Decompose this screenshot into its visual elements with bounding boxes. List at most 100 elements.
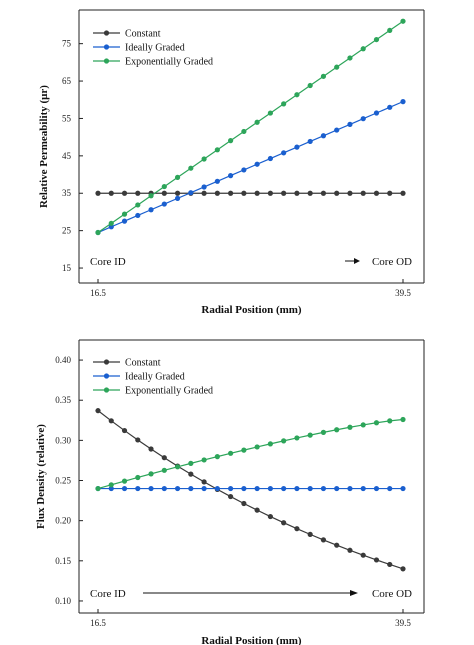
data-point bbox=[320, 73, 327, 79]
data-point bbox=[161, 201, 167, 207]
annotation-core-id: Core ID bbox=[90, 588, 126, 600]
y-tick-label: 0.20 bbox=[55, 516, 71, 526]
data-point bbox=[135, 437, 141, 443]
x-tick-label: 16.5 bbox=[90, 618, 106, 628]
data-point bbox=[294, 435, 300, 441]
data-point bbox=[347, 547, 353, 553]
data-point bbox=[188, 460, 194, 466]
legend-label: Constant bbox=[125, 358, 161, 369]
data-point bbox=[307, 138, 313, 145]
data-point bbox=[95, 485, 101, 492]
data-point bbox=[400, 99, 406, 105]
legend-label: Ideally Graded bbox=[125, 43, 185, 54]
data-point bbox=[373, 36, 380, 43]
data-point bbox=[254, 119, 260, 125]
y-tick-label: 0.35 bbox=[55, 395, 71, 405]
annotation-core-od: Core OD bbox=[372, 256, 412, 268]
data-point bbox=[387, 418, 393, 424]
data-point bbox=[267, 155, 273, 162]
legend-swatch-marker bbox=[103, 373, 110, 379]
data-point bbox=[281, 150, 287, 156]
data-point bbox=[95, 229, 101, 236]
data-point bbox=[188, 485, 194, 492]
data-point bbox=[400, 18, 406, 24]
data-point bbox=[241, 190, 247, 196]
data-point bbox=[161, 190, 167, 196]
data-point bbox=[373, 485, 380, 492]
series-line bbox=[97, 410, 404, 570]
data-point bbox=[174, 485, 181, 492]
data-point bbox=[360, 422, 366, 428]
data-point bbox=[188, 471, 194, 477]
data-point bbox=[174, 464, 181, 470]
data-point bbox=[148, 207, 154, 213]
data-point bbox=[281, 101, 287, 107]
data-point bbox=[148, 471, 154, 477]
data-point bbox=[254, 507, 260, 513]
data-point bbox=[360, 552, 366, 558]
data-point bbox=[294, 526, 300, 532]
data-point bbox=[254, 444, 260, 450]
data-point bbox=[334, 127, 340, 133]
data-point bbox=[387, 485, 393, 492]
data-point bbox=[161, 183, 167, 190]
data-point bbox=[241, 485, 247, 492]
legend-label: Exponentially Graded bbox=[125, 57, 213, 68]
data-point bbox=[294, 144, 300, 150]
data-point bbox=[360, 116, 366, 122]
data-point bbox=[228, 485, 234, 492]
data-point bbox=[214, 485, 220, 492]
x-axis-title: Radial Position (mm) bbox=[201, 635, 302, 645]
series-line bbox=[97, 418, 404, 490]
data-point bbox=[201, 190, 207, 196]
x-axis-title: Radial Position (mm) bbox=[201, 304, 302, 316]
data-point bbox=[373, 420, 380, 426]
data-point bbox=[108, 482, 114, 488]
annotation-core-od: Core OD bbox=[372, 588, 412, 600]
series-exponentially-graded bbox=[95, 416, 406, 492]
data-point bbox=[121, 485, 128, 492]
data-point bbox=[360, 46, 366, 52]
data-point bbox=[400, 190, 406, 196]
core-annotations: Core ID Core OD bbox=[90, 588, 412, 600]
arrow-head-icon bbox=[354, 258, 360, 264]
data-point bbox=[108, 418, 114, 424]
data-point bbox=[387, 27, 393, 34]
data-point bbox=[320, 190, 327, 196]
data-point bbox=[228, 138, 234, 144]
data-point bbox=[267, 485, 273, 492]
legend: Constant Ideally Graded Exponentially Grad… bbox=[93, 358, 213, 397]
data-point bbox=[254, 485, 260, 492]
legend-swatch-marker bbox=[103, 30, 110, 36]
data-point bbox=[347, 485, 353, 492]
y-tick-label: 65 bbox=[62, 76, 72, 86]
data-point bbox=[320, 429, 327, 435]
data-point bbox=[188, 165, 194, 171]
data-point bbox=[281, 190, 287, 196]
data-point bbox=[334, 542, 340, 548]
data-point bbox=[241, 128, 247, 135]
data-point bbox=[188, 190, 194, 196]
series-line bbox=[97, 20, 404, 234]
y-tick-label: 0.30 bbox=[55, 435, 71, 445]
data-point bbox=[307, 190, 313, 196]
data-point bbox=[334, 190, 340, 196]
data-point bbox=[135, 485, 141, 492]
data-point bbox=[161, 485, 167, 492]
data-point bbox=[228, 190, 234, 196]
series-constant bbox=[95, 408, 406, 572]
legend-label: Constant bbox=[125, 29, 161, 40]
data-point bbox=[387, 561, 393, 568]
arrow-head-icon bbox=[350, 590, 358, 596]
data-point bbox=[121, 478, 128, 484]
data-point bbox=[121, 218, 128, 224]
data-point bbox=[307, 432, 313, 438]
y-axis-title: Flux Density (relative) bbox=[35, 424, 47, 529]
data-point bbox=[214, 147, 220, 153]
data-point bbox=[241, 447, 247, 453]
data-point bbox=[95, 408, 101, 414]
data-point bbox=[135, 202, 141, 208]
legend-label: Exponentially Graded bbox=[125, 386, 213, 397]
data-point bbox=[347, 190, 353, 196]
data-point bbox=[334, 485, 340, 492]
